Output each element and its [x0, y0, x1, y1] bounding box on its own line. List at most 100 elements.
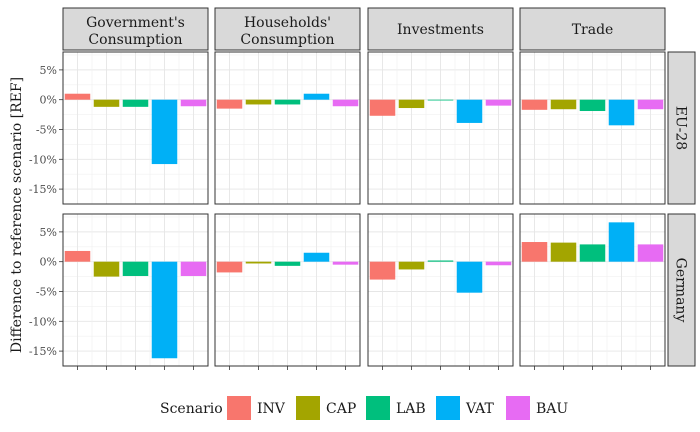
panel-border — [214, 51, 361, 205]
bar-CAP — [245, 261, 272, 264]
panel-border — [62, 51, 209, 205]
facet-strip-EU-28: EU-28 — [667, 51, 696, 205]
legend-title: Scenario — [160, 401, 223, 417]
panel-Germany-Trade — [519, 213, 666, 370]
bar-CAP — [245, 99, 272, 105]
bar-VAT — [303, 252, 330, 262]
bar-CAP — [550, 99, 577, 110]
panel-Germany-Households' Consumption — [214, 213, 361, 370]
panel-EU-28-Government's Consumption — [62, 51, 209, 205]
bar-VAT — [303, 93, 330, 100]
panel-border — [367, 51, 514, 205]
bar-LAB — [427, 260, 454, 262]
bar-LAB — [579, 99, 606, 112]
panel-border — [519, 213, 666, 367]
y-tick-label: -5% — [36, 285, 57, 298]
bar-LAB — [579, 244, 606, 262]
y-tick-label: -15% — [29, 183, 57, 196]
bar-INV — [64, 250, 91, 262]
bar-INV — [521, 99, 548, 110]
bar-BAU — [332, 99, 359, 107]
facet-strip-Government's Consumption: Government'sConsumption — [62, 7, 209, 51]
panel-border — [62, 213, 209, 367]
strips-layer: Government'sConsumptionHouseholds'Consum… — [62, 7, 696, 367]
y-tick-label: -10% — [29, 315, 57, 328]
bar-VAT — [151, 261, 178, 359]
panel-EU-28-Trade — [519, 51, 666, 205]
legend: Scenario INV CAP LAB VAT BAU — [160, 396, 568, 420]
panel-EU-28-Investments — [367, 51, 514, 205]
y-tick-label: 0% — [40, 94, 57, 107]
bar-CAP — [398, 99, 425, 109]
strip-background — [519, 7, 666, 51]
bar-INV — [521, 242, 548, 262]
legend-swatch — [296, 396, 320, 420]
bar-LAB — [122, 99, 149, 107]
panel-border — [214, 213, 361, 367]
y-tick-label: 5% — [40, 226, 57, 239]
y-tick-label: 5% — [40, 64, 57, 77]
facet-strip-Households' Consumption: Households'Consumption — [214, 7, 361, 51]
strip-background — [367, 7, 514, 51]
y-tick-label: -10% — [29, 153, 57, 166]
legend-item-BAU: BAU — [506, 396, 568, 420]
bar-INV — [216, 261, 243, 273]
strip-background — [667, 213, 696, 367]
bar-BAU — [180, 99, 207, 107]
panel-Germany-Investments — [367, 213, 514, 370]
legend-item-INV: INV — [227, 396, 286, 420]
y-axis-title: Difference to reference scenario [REF] — [9, 77, 25, 353]
bar-INV — [64, 93, 91, 100]
bar-VAT — [456, 99, 483, 123]
panel-border — [519, 51, 666, 205]
bar-LAB — [122, 261, 149, 276]
strip-label: Trade — [572, 22, 614, 38]
strip-background — [667, 51, 696, 205]
bar-INV — [216, 99, 243, 109]
strip-label-line: Consumption — [88, 32, 182, 48]
legend-label: CAP — [326, 401, 356, 417]
strip-label: Germany — [673, 258, 689, 323]
facet-strip-Trade: Trade — [519, 7, 666, 51]
bar-BAU — [332, 261, 359, 265]
bar-VAT — [608, 222, 635, 262]
bar-CAP — [93, 261, 120, 277]
panels-layer — [62, 51, 666, 370]
legend-label: LAB — [396, 401, 426, 417]
bar-CAP — [93, 99, 120, 107]
y-tick-label: 0% — [40, 256, 57, 269]
legend-item-LAB: LAB — [366, 396, 426, 420]
bar-LAB — [427, 99, 454, 101]
bar-CAP — [550, 242, 577, 262]
strip-label-line: Government's — [86, 15, 185, 31]
legend-swatch — [506, 396, 530, 420]
y-axis-layer: 5% 0% -5% -10% -15% 5% 0% -5% -10% -15% — [29, 64, 63, 358]
panel-Germany-Government's Consumption — [62, 213, 209, 370]
facet-strip-Germany: Germany — [667, 213, 696, 367]
legend-swatch — [366, 396, 390, 420]
bar-VAT — [608, 99, 635, 126]
bar-BAU — [485, 99, 512, 106]
panel-EU-28-Households' Consumption — [214, 51, 361, 205]
legend-label: BAU — [536, 401, 568, 417]
bar-INV — [369, 99, 396, 116]
bar-LAB — [274, 99, 301, 105]
bar-BAU — [637, 244, 664, 262]
bar-CAP — [398, 261, 425, 270]
bar-INV — [369, 261, 396, 280]
y-tick-label: -15% — [29, 345, 57, 358]
strip-background — [62, 7, 209, 51]
bar-BAU — [485, 261, 512, 266]
strip-label-line: Households' — [244, 15, 331, 31]
bar-VAT — [151, 99, 178, 165]
legend-label: VAT — [465, 401, 495, 417]
strip-label-line: Consumption — [240, 32, 334, 48]
facet-strip-Investments: Investments — [367, 7, 514, 51]
panel-border — [367, 213, 514, 367]
legend-swatch — [436, 396, 460, 420]
bar-BAU — [637, 99, 664, 110]
strip-label: EU-28 — [673, 106, 689, 150]
y-tick-label: -5% — [36, 123, 57, 136]
strip-label: Investments — [397, 22, 484, 38]
